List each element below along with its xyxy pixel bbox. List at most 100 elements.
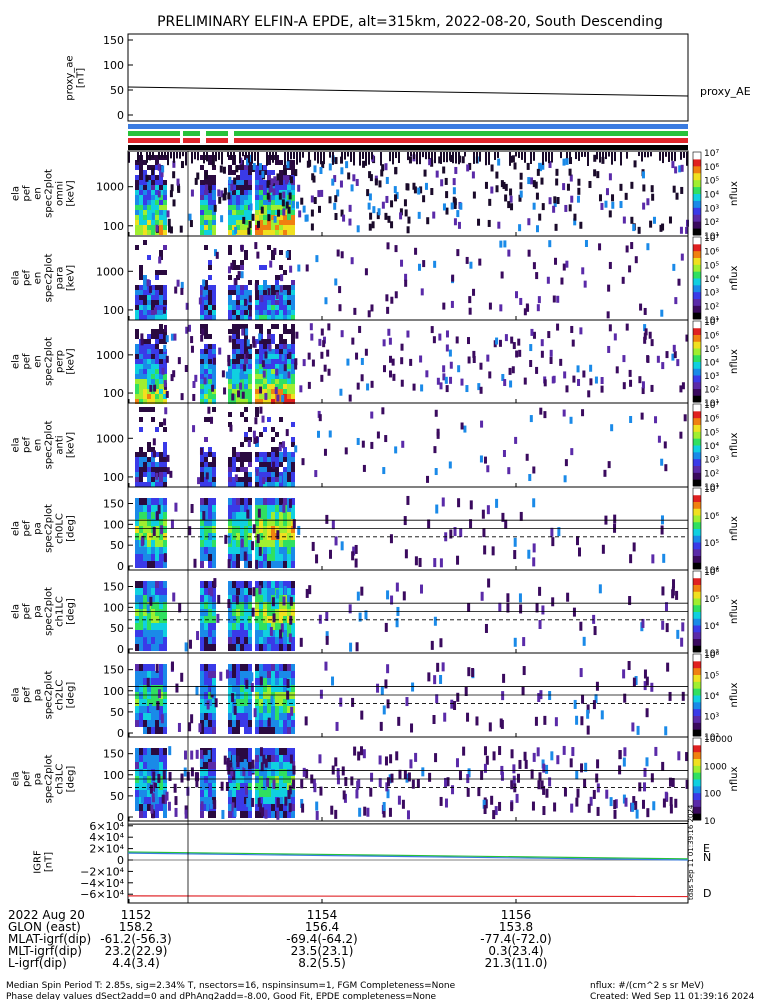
- heatmap-cell: [147, 482, 151, 487]
- heatmap-cell: [267, 245, 271, 250]
- heatmap-cell: [135, 720, 139, 727]
- heatmap-point: [600, 377, 604, 385]
- heatmap-point: [455, 758, 459, 768]
- heatmap-cell: [291, 637, 295, 644]
- heatmap-point: [511, 366, 515, 374]
- heatmap-point: [286, 175, 290, 183]
- heatmap-cell: [159, 310, 163, 315]
- panel-6-colorbar-segment: [693, 598, 701, 606]
- heatmap-cell: [204, 664, 208, 671]
- heatmap-cell: [228, 290, 232, 295]
- panel-6-colorbar-segment: [693, 638, 701, 646]
- heatmap-cell: [275, 349, 279, 354]
- heatmap-point: [472, 191, 476, 199]
- heatmap-cell: [263, 748, 267, 755]
- heatmap-cell: [151, 190, 155, 195]
- heatmap-cell: [163, 678, 167, 685]
- heatmap-cell: [155, 374, 159, 379]
- panel-6-y-tick: 100: [103, 601, 124, 614]
- heatmap-cell: [147, 685, 151, 692]
- heatmap-cell: [240, 205, 244, 210]
- heatmap-point: [247, 227, 251, 235]
- heatmap-cell: [200, 295, 204, 300]
- heatmap-cell: [255, 713, 259, 720]
- heatmap-cell: [255, 442, 259, 447]
- heatmap-cell: [155, 205, 159, 210]
- heatmap-cell: [135, 678, 139, 685]
- heatmap-cell: [283, 482, 287, 487]
- heatmap-cell: [204, 467, 208, 472]
- heatmap-point: [278, 475, 282, 483]
- heatmap-point: [535, 603, 539, 613]
- heatmap-point: [168, 771, 172, 781]
- heatmap-point: [190, 189, 194, 197]
- heatmap-cell: [159, 200, 163, 205]
- heatmap-cell: [283, 230, 287, 235]
- heatmap-cell: [275, 678, 279, 685]
- heatmap-point: [173, 152, 175, 163]
- heatmap-cell: [228, 581, 232, 588]
- heatmap-point: [641, 171, 645, 179]
- heatmap-cell: [244, 616, 248, 623]
- heatmap-point: [679, 431, 683, 439]
- heatmap-cell: [135, 344, 139, 349]
- heatmap-cell: [271, 379, 275, 384]
- heatmap-cell: [232, 602, 236, 609]
- heatmap-cell: [200, 285, 204, 290]
- heatmap-cell: [255, 190, 259, 195]
- heatmap-cell: [259, 315, 263, 320]
- panel-2-colorbar-tick: 10⁷: [704, 234, 719, 244]
- heatmap-point: [277, 209, 281, 217]
- heatmap-point: [170, 152, 172, 159]
- heatmap-cell: [271, 505, 275, 512]
- heatmap-cell: [263, 285, 267, 290]
- heatmap-point: [669, 796, 673, 806]
- heatmap-cell: [143, 399, 147, 404]
- heatmap-cell: [232, 505, 236, 512]
- igrf-legend-label: E: [703, 842, 710, 855]
- heatmap-cell: [139, 706, 143, 713]
- heatmap-point: [276, 394, 280, 402]
- heatmap-cell: [291, 699, 295, 706]
- heatmap-cell: [240, 210, 244, 215]
- heatmap-point: [202, 279, 206, 287]
- heatmap-point: [501, 512, 505, 522]
- panel-3-colorbar-tick: 10⁵: [704, 345, 719, 355]
- heatmap-cell: [267, 295, 271, 300]
- heatmap-cell: [291, 561, 295, 568]
- heatmap-point: [213, 357, 217, 365]
- panel-6-colorbar-segment: [693, 618, 701, 626]
- heatmap-point: [228, 751, 232, 761]
- heatmap-point: [182, 152, 184, 157]
- heatmap-point: [581, 409, 585, 417]
- heatmap-point: [331, 520, 335, 530]
- heatmap-cell: [135, 369, 139, 374]
- heatmap-point: [272, 613, 276, 623]
- panel-7-colorbar-tick: 10³: [704, 713, 719, 723]
- panel-6-colorbar-segment: [693, 611, 701, 619]
- heatmap-point: [501, 691, 505, 701]
- heatmap-cell: [267, 790, 271, 797]
- heatmap-cell: [244, 505, 248, 512]
- heatmap-point: [635, 809, 639, 819]
- heatmap-cell: [271, 467, 275, 472]
- heatmap-point: [234, 277, 238, 285]
- heatmap-cell: [279, 175, 283, 180]
- heatmap-cell: [263, 623, 267, 630]
- heatmap-point: [482, 799, 486, 809]
- heatmap-cell: [159, 225, 163, 230]
- heatmap-point: [406, 495, 410, 505]
- heatmap-cell: [155, 588, 159, 595]
- heatmap-cell: [244, 671, 248, 678]
- heatmap-point: [458, 152, 460, 165]
- heatmap-cell: [255, 185, 259, 190]
- heatmap-cell: [236, 671, 240, 678]
- heatmap-cell: [236, 720, 240, 727]
- heatmap-cell: [263, 467, 267, 472]
- heatmap-cell: [263, 526, 267, 533]
- heatmap-cell: [228, 664, 232, 671]
- heatmap-cell: [283, 220, 287, 225]
- heatmap-cell: [263, 706, 267, 713]
- heatmap-cell: [204, 581, 208, 588]
- heatmap-point: [165, 355, 169, 363]
